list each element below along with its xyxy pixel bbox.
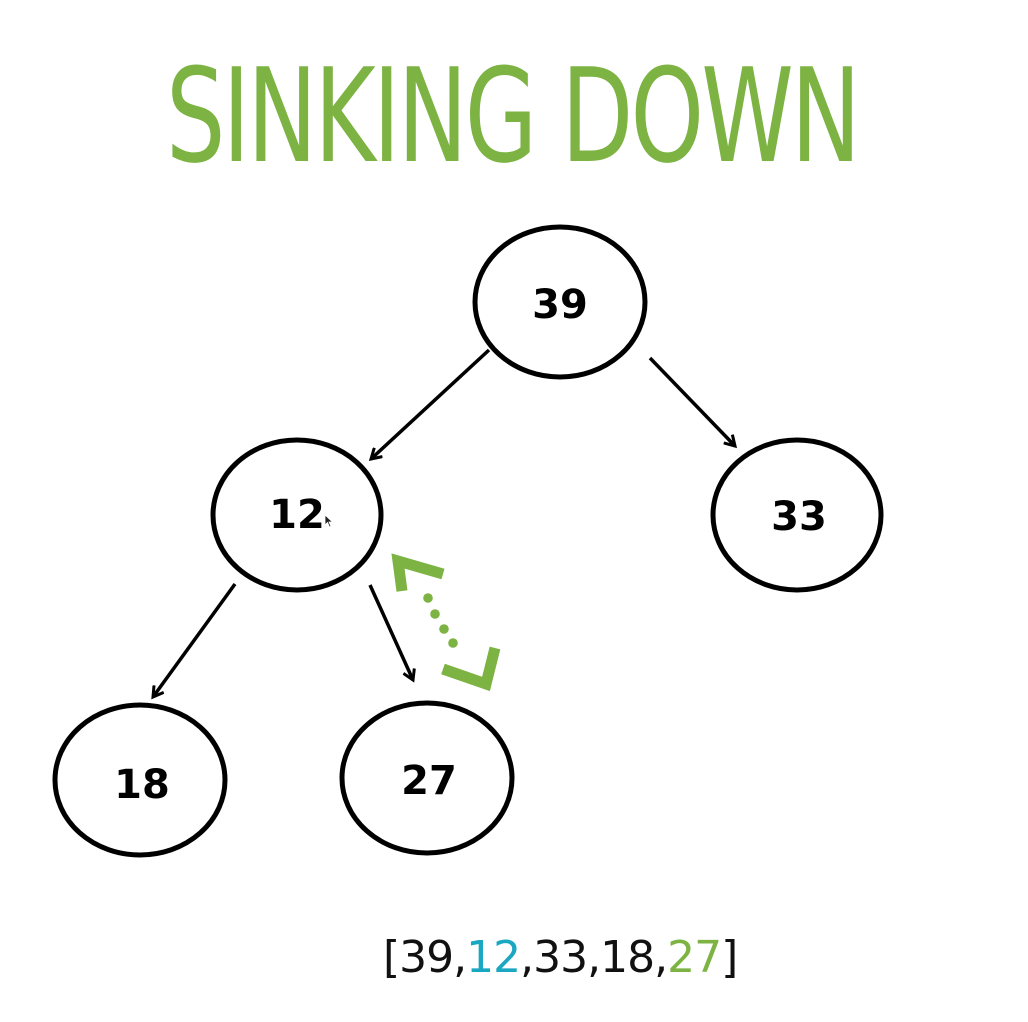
array-separator: , bbox=[520, 932, 534, 983]
edge-12-to-18 bbox=[153, 582, 237, 697]
array-representation: [39,12,33,18,27] bbox=[383, 930, 738, 986]
edge-39-to-12 bbox=[371, 348, 491, 459]
array-separator: , bbox=[453, 932, 467, 983]
array-value-3: 18 bbox=[600, 932, 655, 983]
node-label: 18 bbox=[114, 762, 170, 808]
array-value-0: 39 bbox=[399, 932, 454, 983]
edge-12-to-27 bbox=[368, 584, 413, 680]
tree-node-left: 12 bbox=[210, 437, 384, 593]
node-label: 33 bbox=[771, 494, 827, 540]
array-separator: , bbox=[587, 932, 601, 983]
dotted-swap-bracket-icon bbox=[391, 553, 501, 692]
array-value-1-current: 12 bbox=[466, 932, 521, 983]
node-label: 27 bbox=[401, 758, 457, 804]
tree-node-left-left: 18 bbox=[52, 702, 228, 858]
array-value-2: 33 bbox=[533, 932, 588, 983]
page-title: SINKING DOWN bbox=[166, 40, 861, 192]
node-label: 39 bbox=[532, 282, 588, 328]
array-close-bracket: ] bbox=[721, 932, 738, 983]
array-separator: , bbox=[654, 932, 668, 983]
edge-39-to-33 bbox=[648, 356, 735, 446]
array-value-4-child: 27 bbox=[667, 932, 722, 983]
mouse-pointer-icon bbox=[324, 514, 334, 528]
tree-node-right: 33 bbox=[710, 437, 884, 593]
tree-node-root: 39 bbox=[472, 224, 648, 380]
tree-node-left-right: 27 bbox=[339, 700, 515, 856]
node-label: 12 bbox=[269, 492, 325, 538]
array-open-bracket: [ bbox=[383, 932, 400, 983]
